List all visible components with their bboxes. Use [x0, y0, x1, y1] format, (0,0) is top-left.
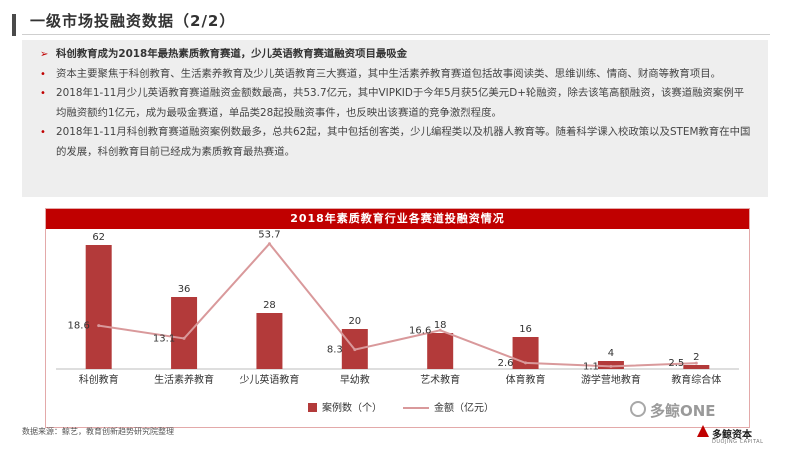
line-value-label: 1.1 [583, 361, 599, 372]
amount-line [98, 242, 697, 368]
legend-bar-label: 案例数（个） [322, 401, 382, 414]
dot-bullet-icon: • [40, 127, 46, 138]
bullet-item: • 2018年1-11月少儿英语教育赛道融资金额数最高，共53.7亿元，其中VI… [36, 84, 754, 123]
chart-title: 2018年素质教育行业各赛道投融资情况 [46, 209, 749, 229]
category-label: 少儿英语教育 [239, 373, 299, 386]
bar-value-label: 18 [434, 320, 447, 331]
combo-chart: 62 科创教育 36 生活素养教育 28 少儿英语教育 20 早幼教 18 艺术教育 16 体育教育 4… [56, 230, 739, 414]
bar-value-label: 4 [608, 348, 614, 359]
line-value-label: 16.6 [409, 325, 431, 336]
logo-icon [697, 425, 709, 437]
bullet-text: 2018年1-11月科创教育赛道融资案例数最多，总共62起，其中包括创客类，少儿… [56, 126, 751, 158]
bullet-item: • 资本主要聚焦于科创教育、生活素养教育及少儿英语教育三大赛道，其中生活素养教育… [36, 65, 754, 85]
bullet-text: 资本主要聚焦于科创教育、生活素养教育及少儿英语教育三大赛道，其中生活素养教育赛道… [56, 67, 721, 80]
arrow-bullet-icon: ➢ [40, 49, 49, 60]
bar-value-label: 2 [693, 352, 699, 363]
bar [256, 313, 283, 369]
bar [171, 297, 198, 369]
dot-bullet-icon: • [40, 88, 46, 99]
summary-box: ➢ 科创教育成为2018年最热素质教育赛道，少儿英语教育赛道融资项目最吸金 • … [22, 40, 768, 197]
bar [427, 333, 454, 369]
line-value-label: 18.6 [68, 321, 90, 332]
chart-frame: 2018年素质教育行业各赛道投融资情况 62 科创教育 36 生活素养教育 28 少儿英语… [45, 208, 750, 428]
line-value-label: 8.3 [327, 345, 343, 356]
bar-value-label: 62 [92, 232, 105, 243]
bar [85, 245, 112, 369]
line-point [97, 324, 101, 328]
line-value-label: 53.7 [258, 230, 280, 241]
title-divider [22, 34, 770, 35]
wechat-icon [630, 401, 646, 417]
line-point [694, 361, 698, 365]
bullet-text: 2018年1-11月少儿英语教育赛道融资金额数最高，共53.7亿元，其中VIPK… [56, 87, 745, 119]
page-title: 一级市场投融资数据（2/2） [30, 12, 236, 30]
bullet-headline: ➢ 科创教育成为2018年最热素质教育赛道，少儿英语教育赛道融资项目最吸金 [36, 45, 754, 65]
category-label: 科创教育 [79, 373, 119, 386]
logo-text: 多鲸资本 [712, 430, 752, 441]
bullet-text: 科创教育成为2018年最热素质教育赛道，少儿英语教育赛道融资项目最吸金 [56, 48, 408, 60]
category-label: 游学营地教育 [581, 373, 641, 386]
line-point [182, 336, 186, 340]
line-point [609, 364, 613, 368]
category-label: 生活素养教育 [154, 373, 214, 386]
legend-line-label: 金额（亿元） [434, 401, 494, 414]
dot-bullet-icon: • [40, 68, 46, 80]
line-point [438, 328, 442, 332]
category-label: 教育综合体 [671, 373, 721, 386]
logo-subtitle: DUOJING CAPITAL [712, 439, 764, 445]
data-source-note: 数据来源：鲸艺，教育创新趋势研究院整理 [22, 427, 174, 436]
bar-value-label: 16 [519, 324, 532, 335]
bar [683, 365, 710, 369]
line-point [267, 242, 271, 246]
bar-value-label: 20 [348, 316, 361, 327]
category-label: 早幼教 [340, 373, 370, 386]
title-accent-bar [12, 14, 16, 36]
category-label: 艺术教育 [420, 373, 460, 386]
bar-value-label: 28 [263, 300, 276, 311]
watermark: 多鲸ONE [650, 402, 716, 420]
line-point [524, 361, 528, 365]
line-value-label: 2.5 [668, 358, 684, 369]
line-point [353, 348, 357, 352]
legend-bar-swatch [308, 403, 317, 412]
line-value-label: 2.6 [498, 358, 514, 369]
category-label: 体育教育 [506, 373, 546, 386]
bar-value-label: 36 [178, 284, 191, 295]
bullet-item: • 2018年1-11月科创教育赛道融资案例数最多，总共62起，其中包括创客类，… [36, 123, 754, 162]
line-value-label: 13.1 [153, 333, 175, 344]
